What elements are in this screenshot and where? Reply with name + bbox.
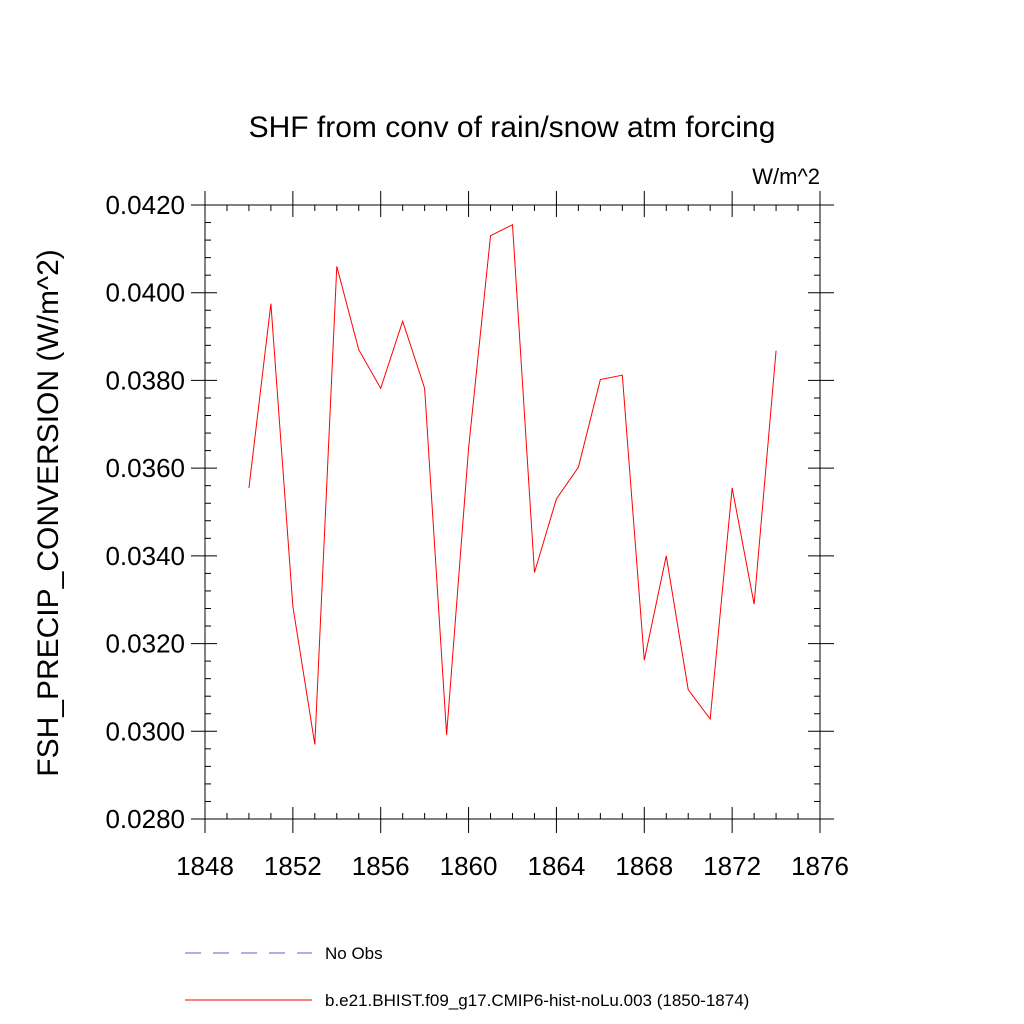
y-tick-label: 0.0280 — [105, 804, 185, 834]
y-tick-label: 0.0360 — [105, 453, 185, 483]
x-tick-label: 1852 — [264, 851, 322, 881]
units-label: W/m^2 — [752, 164, 820, 189]
x-tick-label: 1856 — [352, 851, 410, 881]
plot-frame — [204, 204, 821, 820]
chart-title: SHF from conv of rain/snow atm forcing — [249, 111, 776, 144]
y-tick-label: 0.0340 — [105, 541, 185, 571]
x-tick-label: 1872 — [703, 851, 761, 881]
y-axis-label: FSH_PRECIP_CONVERSION (W/m^2) — [32, 249, 65, 776]
legend-label: No Obs — [325, 944, 383, 963]
legend: No Obs b.e21.BHIST.f09_g17.CMIP6-hist-noL… — [185, 944, 749, 1010]
series-layer — [248, 223, 777, 745]
major-ticks — [191, 191, 834, 833]
y-tick-label: 0.0420 — [105, 190, 185, 220]
x-tick-label: 1876 — [791, 851, 849, 881]
x-tick-label: 1864 — [528, 851, 586, 881]
x-tick-label: 1868 — [615, 851, 673, 881]
y-tick-label: 0.0400 — [105, 278, 185, 308]
tick-labels: 1848 1852 1856 1860 1864 1868 1872 1876 0.0280 0.… — [105, 190, 848, 881]
legend-label: b.e21.BHIST.f09_g17.CMIP6-hist-noLu.003 … — [325, 991, 749, 1010]
minor-ticks — [205, 205, 820, 819]
y-tick-label: 0.0380 — [105, 365, 185, 395]
y-tick-label: 0.0320 — [105, 629, 185, 659]
y-tick-label: 0.0300 — [105, 716, 185, 746]
x-tick-label: 1860 — [440, 851, 498, 881]
x-tick-label: 1848 — [176, 851, 234, 881]
series-line — [248, 223, 777, 745]
